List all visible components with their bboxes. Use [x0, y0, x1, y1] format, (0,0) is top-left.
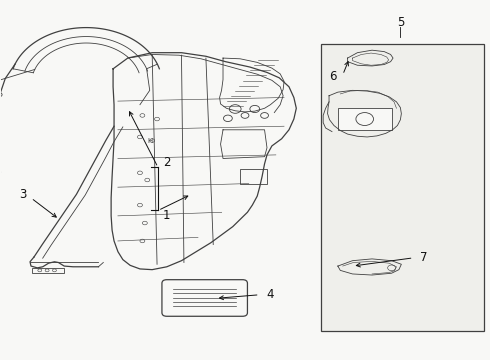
Text: 1: 1 [163, 210, 171, 222]
Text: 2: 2 [163, 156, 171, 168]
Text: 5: 5 [397, 16, 404, 29]
Bar [321, 44, 485, 330]
Text: 6: 6 [329, 69, 337, 82]
FancyBboxPatch shape [162, 280, 247, 316]
Polygon shape [338, 108, 392, 130]
Text: H: H [147, 138, 152, 144]
Text: 3: 3 [19, 188, 26, 201]
Text: 4: 4 [266, 288, 273, 301]
Text: 7: 7 [420, 251, 427, 264]
